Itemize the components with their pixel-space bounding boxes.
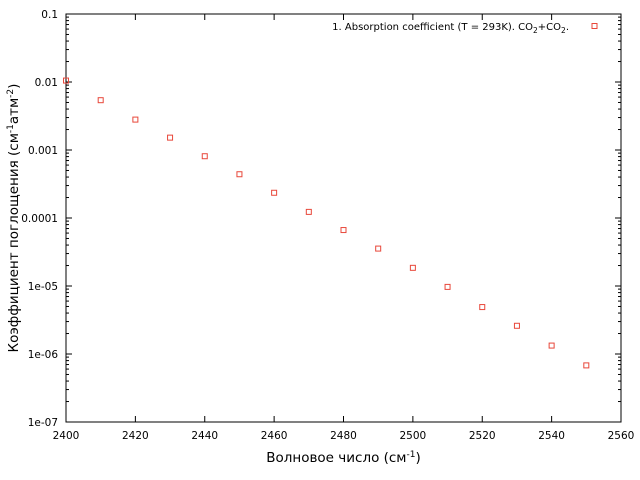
data-point: [97, 97, 104, 104]
x-tick-label: 2400: [53, 430, 80, 442]
legend-marker: [591, 23, 598, 29]
x-tick-label: 2460: [261, 430, 288, 442]
data-point: [305, 208, 312, 215]
x-tick-label: 2480: [330, 430, 357, 442]
y-tick-label: 0.0001: [21, 213, 58, 225]
data-point: [409, 264, 416, 271]
data-point: [479, 304, 486, 311]
x-axis-title: Волновое число (см-1): [266, 450, 421, 466]
data-point: [583, 362, 590, 369]
y-tick-label: 0.1: [41, 9, 58, 21]
data-point: [236, 171, 243, 178]
y-tick-label: 0.01: [35, 77, 58, 89]
data-point: [271, 189, 278, 196]
data-point: [375, 245, 382, 252]
data-point: [63, 77, 69, 84]
plot-frame: [65, 13, 622, 423]
x-tick-label: 2500: [400, 430, 427, 442]
data-point: [444, 283, 451, 290]
x-tick-label: 2560: [608, 430, 635, 442]
x-tick-label: 2540: [538, 430, 565, 442]
data-point: [132, 116, 139, 123]
x-tick-label: 2440: [191, 430, 218, 442]
data-point: [548, 342, 555, 349]
data-point: [201, 153, 208, 160]
x-tick-label: 2420: [122, 430, 149, 442]
y-tick-label: 1e-07: [28, 417, 58, 429]
x-tick-label: 2520: [469, 430, 496, 442]
y-tick-label: 0.001: [28, 145, 58, 157]
data-point: [167, 134, 174, 141]
legend-label: 1. Absorption coefficient (T = 293K). CO…: [332, 22, 569, 35]
data-point: [340, 227, 347, 234]
y-tick-label: 1e-05: [28, 281, 58, 293]
y-tick-label: 1e-06: [28, 349, 59, 361]
y-axis-title: Коэффициент поглощения (см-1атм-2): [6, 84, 22, 353]
data-point: [513, 322, 520, 329]
